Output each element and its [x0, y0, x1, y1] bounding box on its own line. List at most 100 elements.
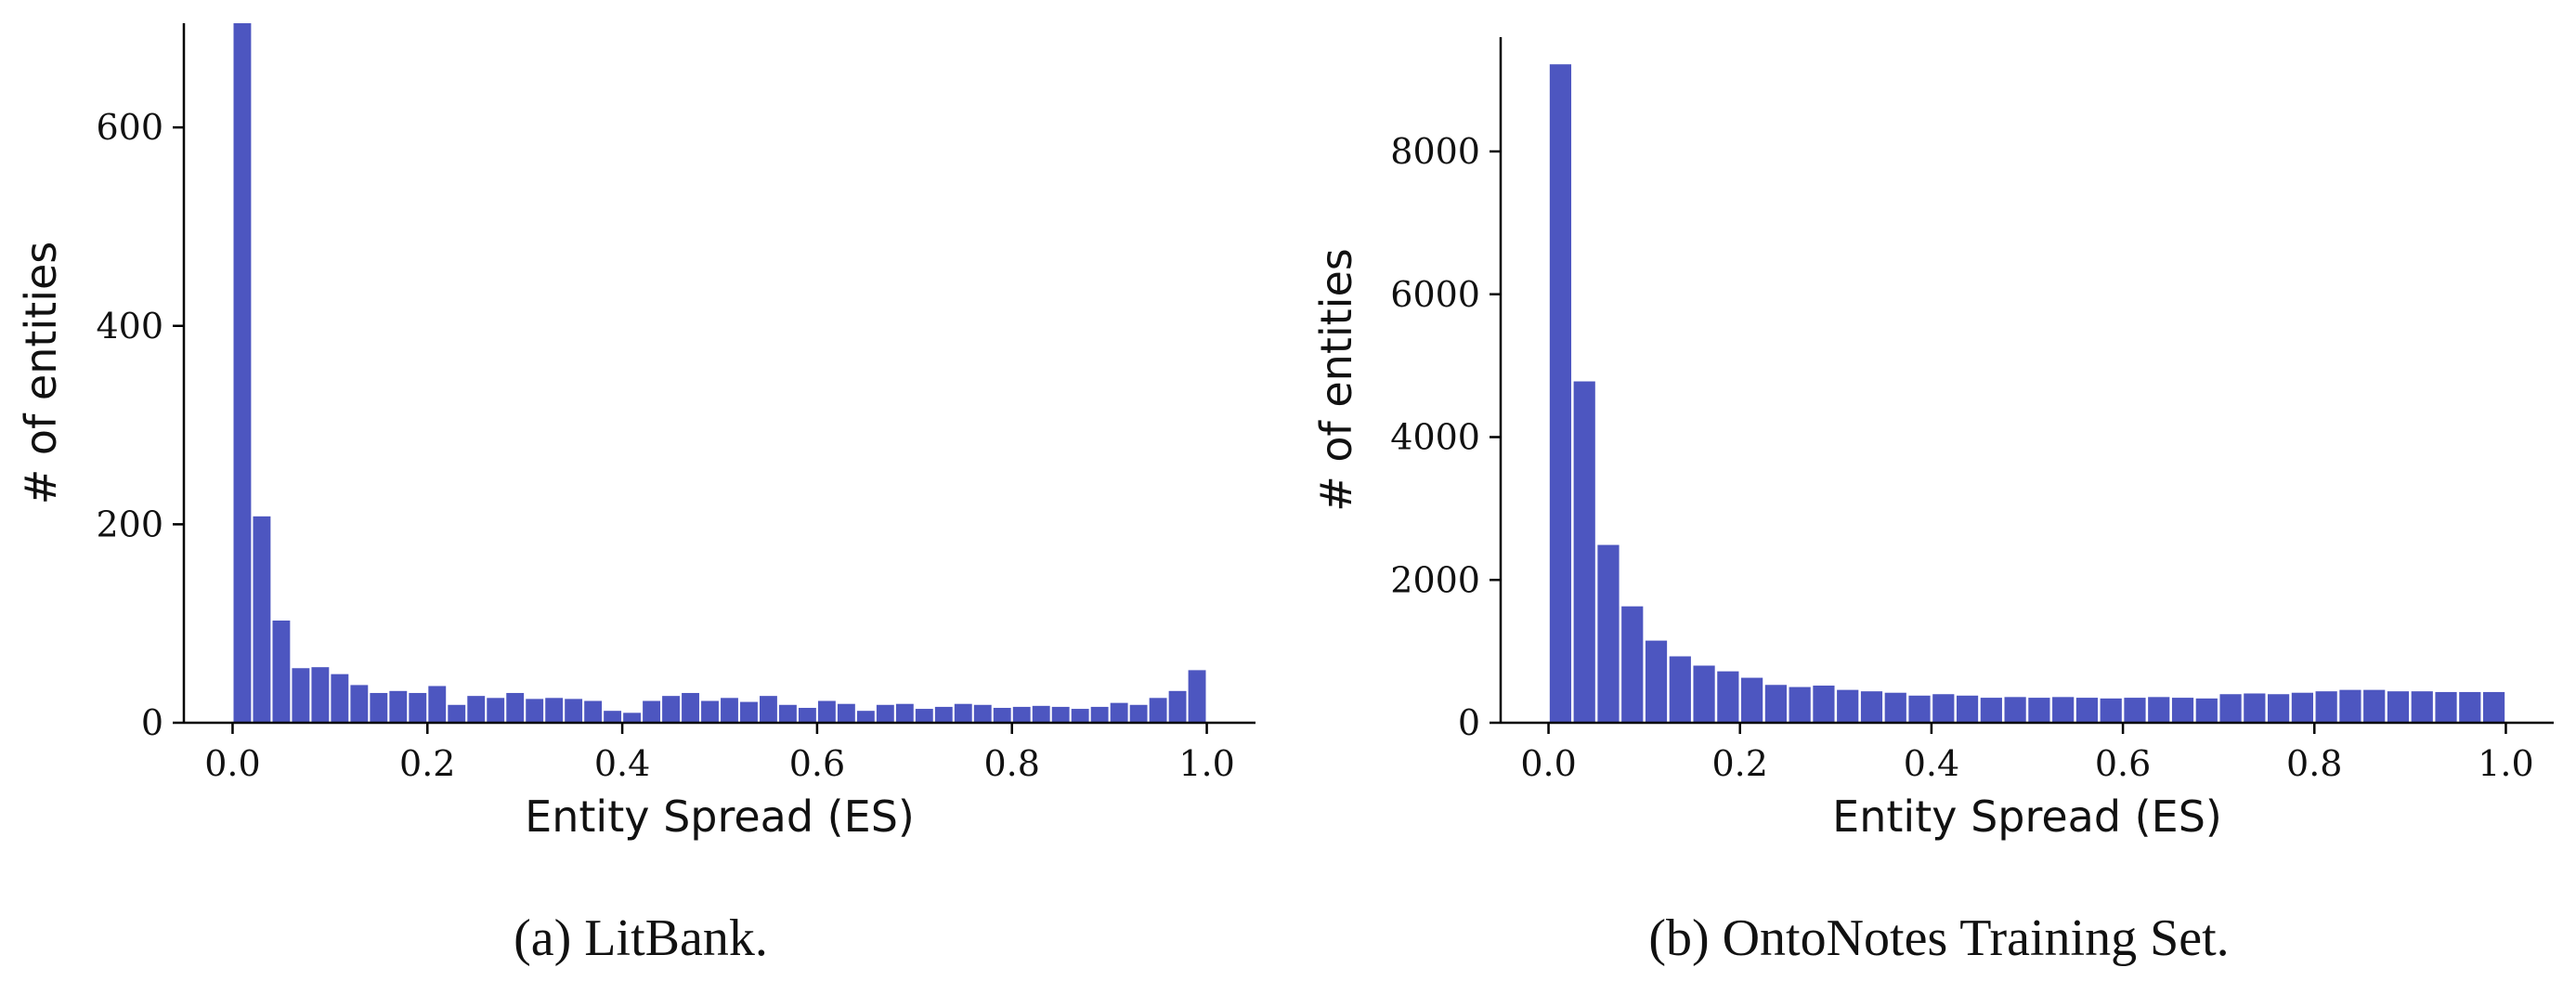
litbank-bar — [856, 711, 875, 723]
ontonotes-bar — [2459, 691, 2481, 723]
litbank-bar — [1071, 709, 1089, 723]
ontonotes-bar — [1789, 687, 1811, 723]
ontonotes-caption: (b) OntoNotes Training Set. — [1648, 909, 2229, 967]
litbank-bar — [506, 692, 525, 723]
ontonotes-bar — [1764, 685, 1787, 723]
litbank-y-tick-label: 600 — [96, 107, 163, 148]
litbank-bar — [604, 711, 622, 723]
ontonotes-bar — [1860, 691, 1883, 723]
litbank-bar — [1129, 704, 1148, 723]
litbank-y-tick-label: 400 — [96, 306, 163, 347]
ontonotes-y-tick-label: 8000 — [1390, 131, 1480, 172]
litbank-bar — [584, 700, 603, 723]
ontonotes-y-tick-label: 6000 — [1390, 274, 1480, 315]
ontonotes-bar — [2219, 694, 2242, 723]
ontonotes-bar — [1669, 656, 1691, 723]
ontonotes-bar — [2363, 689, 2386, 723]
ontonotes-bar — [1980, 698, 2002, 723]
ontonotes-histogram: 0.0 0.2 0.4 0.6 0.8 1.0 0 2000 4000 6000 8000 Enti… — [1311, 37, 2554, 967]
ontonotes-bar — [2004, 697, 2026, 723]
ontonotes-bar — [2100, 698, 2122, 723]
litbank-bar — [233, 23, 252, 723]
ontonotes-y-tick-label: 2000 — [1390, 559, 1480, 600]
litbank-x-tick-label: 0.2 — [399, 743, 455, 784]
ontonotes-bar — [1717, 671, 1739, 723]
ontonotes-x-axis-label: Entity Spread (ES) — [1832, 791, 2222, 842]
litbank-bar — [370, 692, 388, 723]
litbank-bar — [778, 704, 797, 723]
litbank-bar — [487, 698, 505, 723]
litbank-bar — [272, 620, 291, 723]
litbank-bar — [545, 698, 564, 723]
ontonotes-x-tick-label: 0.8 — [2286, 743, 2342, 784]
litbank-bar — [1032, 705, 1050, 723]
ontonotes-bar — [1837, 689, 1859, 723]
ontonotes-bar — [2148, 697, 2170, 723]
litbank-bar — [428, 686, 447, 723]
ontonotes-x-tick-label: 0.0 — [1520, 743, 1576, 784]
litbank-bar — [934, 706, 953, 723]
litbank-bar — [1168, 690, 1187, 723]
ontonotes-bar — [1908, 695, 1931, 723]
litbank-y-axis-label: # of entities — [16, 242, 66, 504]
ontonotes-bar — [2171, 698, 2194, 723]
ontonotes-bar — [2339, 689, 2361, 723]
ontonotes-axes: 0.0 0.2 0.4 0.6 0.8 1.0 0 2000 4000 6000 8000 — [1390, 37, 2554, 784]
ontonotes-bar — [2268, 694, 2290, 723]
litbank-x-tick-label: 0.0 — [204, 743, 260, 784]
litbank-histogram: 0.0 0.2 0.4 0.6 0.8 1.0 0 200 400 600 Entity Spre… — [16, 23, 1255, 967]
litbank-bar — [993, 707, 1011, 723]
litbank-bar — [409, 692, 427, 723]
ontonotes-x-tick-label: 0.2 — [1712, 743, 1768, 784]
ontonotes-bars — [1549, 64, 2505, 723]
ontonotes-bar — [1549, 64, 1572, 723]
ontonotes-bar — [2075, 698, 2099, 723]
litbank-bar — [311, 667, 330, 723]
litbank-bar — [740, 701, 758, 723]
ontonotes-bar — [2052, 697, 2075, 723]
litbank-x-axis-label: Entity Spread (ES) — [525, 791, 915, 842]
ontonotes-bar — [2435, 691, 2457, 723]
litbank-bar — [1090, 706, 1109, 723]
ontonotes-bar — [1884, 692, 1906, 723]
litbank-bar — [682, 692, 699, 723]
litbank-y-tick-label: 200 — [96, 504, 163, 544]
ontonotes-bar — [2291, 692, 2313, 723]
litbank-bar — [1012, 706, 1031, 723]
litbank-bar — [389, 690, 408, 723]
ontonotes-y-axis-label: # of entities — [1311, 248, 1361, 511]
litbank-bar — [760, 696, 777, 723]
ontonotes-bar — [2028, 698, 2050, 723]
ontonotes-bar — [1645, 640, 1668, 723]
litbank-caption: (a) LitBank. — [514, 909, 768, 967]
ontonotes-bar — [1573, 381, 1595, 723]
ontonotes-bar — [1956, 695, 1979, 723]
litbank-bar — [467, 696, 486, 723]
ontonotes-bar — [2244, 693, 2266, 723]
ontonotes-bar — [2411, 691, 2433, 723]
litbank-bar — [721, 698, 738, 723]
ontonotes-x-tick-label: 0.4 — [1904, 743, 1959, 784]
litbank-x-tick-label: 0.6 — [789, 743, 845, 784]
ontonotes-bar — [2124, 698, 2146, 723]
ontonotes-bar — [2387, 691, 2410, 723]
ontonotes-bar — [1597, 544, 1620, 723]
ontonotes-bar — [2482, 691, 2505, 723]
ontonotes-bar — [1693, 665, 1715, 723]
ontonotes-bar — [1813, 686, 1835, 723]
litbank-bar — [817, 700, 836, 723]
litbank-bars — [233, 23, 1206, 723]
litbank-bar — [954, 703, 972, 723]
ontonotes-bar — [1621, 606, 1644, 723]
ontonotes-bar — [1741, 677, 1763, 723]
litbank-bar — [798, 707, 816, 723]
litbank-bar — [895, 703, 914, 723]
ontonotes-bar — [1932, 694, 1955, 723]
litbank-bar — [662, 696, 680, 723]
litbank-x-tick-label: 1.0 — [1178, 743, 1234, 784]
ontonotes-x-tick-label: 1.0 — [2478, 743, 2533, 784]
ontonotes-y-tick-label: 4000 — [1390, 417, 1480, 458]
litbank-bar — [623, 713, 642, 723]
litbank-bar — [565, 699, 583, 723]
